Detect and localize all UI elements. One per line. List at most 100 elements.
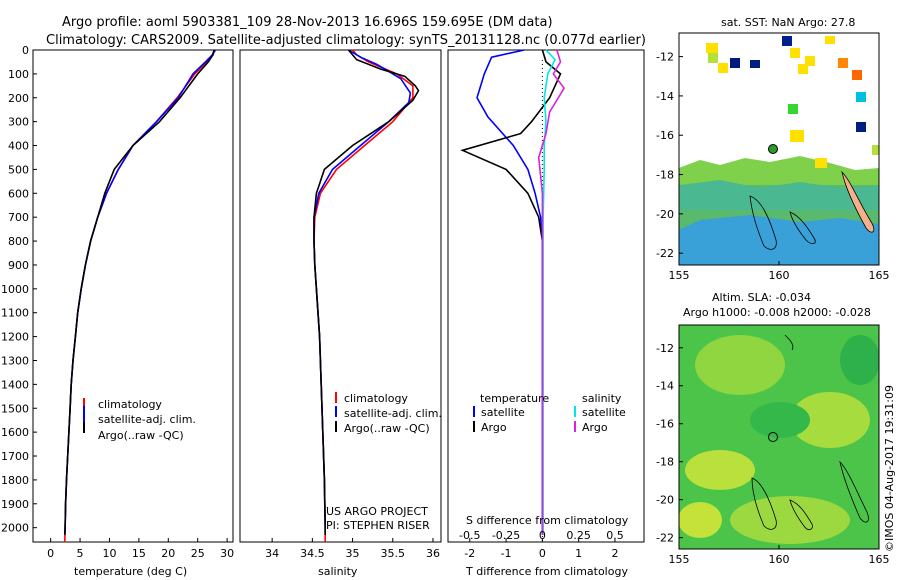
y-tick-label: 800	[8, 235, 29, 248]
depth-axis: 0 100 200 300 400 500 600 700 800 900 1000 1100 1200…	[1, 44, 37, 535]
y-tick-label: 1400	[1, 378, 29, 391]
sst-pixel	[798, 64, 808, 74]
sst-mid-band	[680, 180, 879, 210]
temperature-panel: 0100200300400500600700800900100011001200…	[1, 44, 234, 578]
argo-float-marker	[768, 144, 778, 154]
sst-pixel	[838, 58, 848, 68]
sst-pixel	[852, 70, 862, 80]
new-caledonia-contour	[839, 460, 869, 523]
sst-pixel	[872, 145, 879, 155]
map-y-tick-label: -20	[656, 208, 674, 221]
x-tick-label: 10	[102, 547, 116, 560]
sst-pixel	[790, 130, 804, 142]
y-tick-label: 1200	[1, 331, 29, 344]
sst-pixel	[718, 63, 728, 73]
y-tick-label: 1800	[1, 474, 29, 487]
coast-contour	[749, 195, 777, 250]
x-tick-label: 34.5	[300, 547, 325, 560]
s-tick-label: 0.5	[606, 529, 624, 542]
sst-map: sat. SST: NaN Argo: 27.8	[656, 16, 889, 282]
s-tick-label: -0.25	[492, 529, 520, 542]
s-difference-ticks: -0.5 -0.25 0 0.25 0.5	[459, 529, 624, 542]
map-y-tick-label: -18	[656, 169, 674, 182]
s-tick-label: 0.25	[566, 529, 591, 542]
new-caledonia-land	[841, 170, 875, 233]
temperature-x-axis: 0 5 10 15 20 25 30	[47, 538, 234, 560]
sst-pixel	[788, 104, 798, 114]
salinity-x-axis: 34 34.5 35 35.5 36	[265, 538, 440, 560]
series-line-s-argo	[537, 49, 566, 535]
sla-low	[840, 335, 879, 385]
legend-salinity: salinity	[582, 392, 622, 405]
imos-stamp: ©IMOS 04-Aug-2017 19:31:09	[883, 385, 896, 552]
x-tick-label: 35	[346, 547, 360, 560]
sst-warm-band	[679, 156, 879, 185]
y-tick-label: 300	[8, 116, 29, 129]
sla-low	[750, 402, 810, 438]
map-y-tick-label: -22	[656, 247, 674, 260]
sla-map-subtitle: Argo h1000: -0.008 h2000: -0.028	[683, 306, 871, 319]
difference-lines	[460, 49, 566, 535]
map-x-tick-label: 165	[869, 553, 890, 566]
difference-legend: temperature salinity satellite Argo sate…	[473, 392, 626, 434]
y-tick-label: 600	[8, 187, 29, 200]
y-tick-label: 1700	[1, 450, 29, 463]
temperature-lines	[64, 49, 217, 543]
y-tick-label: 2000	[1, 522, 29, 535]
x-tick-label: 30	[220, 547, 234, 560]
sst-field	[679, 33, 879, 265]
legend-label-climatology: climatology	[98, 398, 162, 411]
sst-pixel	[825, 36, 835, 44]
legend-label-t-argo: Argo	[481, 421, 507, 434]
x-tick-label: -2	[464, 547, 475, 560]
map-y-tick-label: -18	[656, 456, 674, 469]
map-y-tick-label: -12	[656, 51, 674, 64]
sla-map-title: Altim. SLA: -0.034	[712, 291, 811, 304]
map-y-tick-label: -16	[656, 129, 674, 142]
argo-float-marker	[768, 432, 778, 442]
y-tick-label: 0	[22, 44, 29, 57]
sst-pixel	[708, 53, 718, 63]
x-tick-label: 15	[132, 547, 146, 560]
sst-pixel	[782, 36, 792, 46]
y-tick-label: 400	[8, 140, 29, 153]
x-tick-label: 36	[426, 547, 440, 560]
legend-label-satellite: satellite-adj. clim.	[344, 407, 442, 420]
y-tick-label: 100	[8, 68, 29, 81]
legend-label-s-satellite: satellite	[582, 406, 626, 419]
y-tick-label: 200	[8, 92, 29, 105]
x-tick-label: -1	[501, 547, 512, 560]
map-y-tick-label: -22	[656, 532, 674, 545]
map-y-tick-label: -14	[656, 90, 674, 103]
sst-pixel	[856, 122, 866, 132]
reef-contour	[789, 211, 816, 244]
legend-label-s-argo: Argo	[582, 421, 608, 434]
legend-label-climatology: climatology	[344, 392, 408, 405]
sst-pixel	[815, 158, 827, 168]
sst-pixel	[730, 58, 740, 68]
sla-high	[695, 335, 785, 395]
x-tick-label: 25	[191, 547, 205, 560]
s-difference-label: S difference from climatology	[466, 514, 629, 527]
sst-axes: 155 160 165 -12 -14 -16 -18 -20 -22	[656, 51, 889, 282]
coast-contour	[751, 477, 777, 530]
title-line-1: Argo profile: aoml 5903381_109 28-Nov-20…	[62, 15, 553, 30]
map-y-tick-label: -14	[656, 380, 674, 393]
series-line-argo-raw-qc-	[64, 49, 215, 535]
y-tick-label: 500	[8, 163, 29, 176]
map-x-tick-label: 155	[669, 269, 690, 282]
legend-label-argo: Argo(..raw -QC)	[344, 422, 430, 435]
s-tick-label: 0	[539, 529, 546, 542]
sst-pixel	[750, 60, 760, 68]
map-x-tick-label: 155	[669, 553, 690, 566]
sst-cool-region	[679, 215, 879, 265]
series-line-argo-raw-qc-	[313, 49, 420, 535]
sst-pixel	[856, 92, 866, 102]
legend-label-t-satellite: satellite	[481, 406, 525, 419]
temperature-xlabel: temperature (deg C)	[74, 565, 187, 578]
s-tick-label: -0.5	[459, 529, 480, 542]
x-tick-label: 0	[47, 547, 54, 560]
island-contour	[784, 334, 794, 351]
difference-xlabel: T difference from climatology	[465, 565, 628, 578]
sla-map: Altim. SLA: -0.034 Argo h1000: -0.008 h2…	[656, 291, 896, 566]
